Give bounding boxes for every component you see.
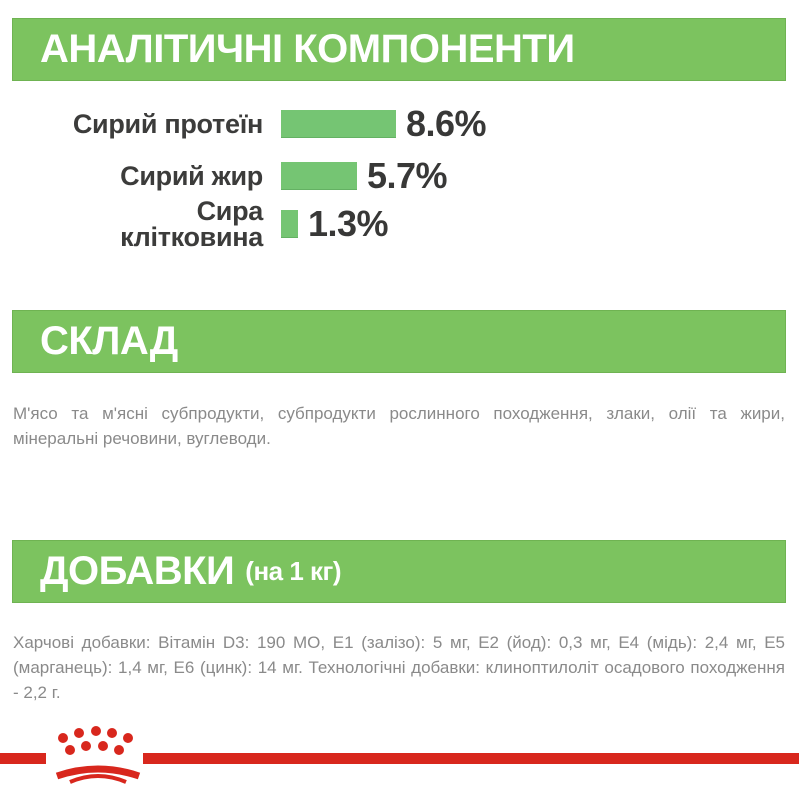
- chart-row-crude-fiber: Сира клітковина 1.3%: [12, 196, 632, 252]
- section-title: АНАЛІТИЧНІ КОМПОНЕНТИ: [40, 27, 575, 71]
- additives-text: Харчові добавки: Вітамін D3: 190 МО, Е1 …: [13, 633, 785, 702]
- chart-category-label: Сира клітковина: [120, 196, 263, 252]
- footer-red-rule-left: [0, 753, 46, 764]
- chart-bar-crude-fat: [281, 162, 357, 190]
- section-title: ДОБАВКИ: [40, 549, 235, 593]
- chart-value-label: 8.6%: [406, 103, 487, 144]
- section-header-analytical-components: АНАЛІТИЧНІ КОМПОНЕНТИ: [12, 18, 786, 81]
- chart-category-label: Сирий протеїн: [72, 109, 263, 139]
- section-header-additives: ДОБАВКИ (на 1 кг): [12, 540, 786, 603]
- section-title: СКЛАД: [40, 319, 178, 363]
- chart-row-crude-protein: Сирий протеїн 8.6%: [12, 96, 632, 152]
- composition-text: М'ясо та м'ясні субпродукти, субпродукти…: [13, 404, 785, 448]
- royal-canin-crown-icon: [55, 726, 141, 784]
- section-title-suffix: (на 1 кг): [245, 556, 342, 586]
- chart-bar-crude-fiber: [281, 210, 298, 238]
- chart-value-label: 5.7%: [367, 155, 448, 196]
- chart-category-label: Сирий жир: [120, 161, 263, 191]
- footer-red-rule-right: [143, 753, 799, 764]
- section-header-composition: СКЛАД: [12, 310, 786, 373]
- chart-bar-crude-protein: [281, 110, 396, 138]
- chart-value-label: 1.3%: [308, 203, 389, 244]
- chart-row-crude-fat: Сирий жир 5.7%: [12, 148, 632, 204]
